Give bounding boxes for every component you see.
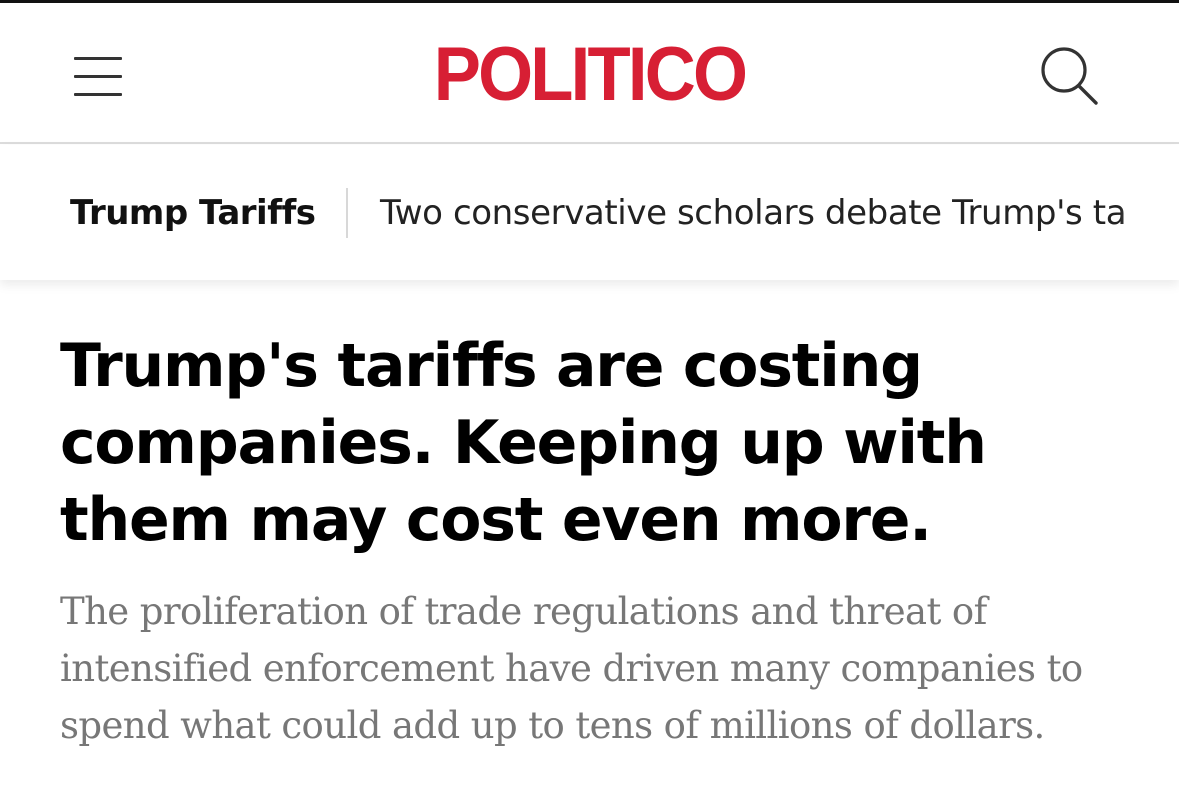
related-story-link[interactable]: Two conservative scholars debate Trump's… — [380, 193, 1127, 233]
site-header: POLITICO — [0, 3, 1179, 144]
search-icon — [1041, 47, 1098, 105]
site-logo[interactable]: POLITICO — [433, 32, 748, 117]
section-link-trump-tariffs[interactable]: Trump Tariffs — [70, 193, 316, 233]
breadcrumb: Trump Tariffs Two conservative scholars … — [0, 145, 1179, 280]
menu-button[interactable] — [60, 43, 136, 103]
search-button[interactable] — [1030, 38, 1106, 114]
breadcrumb-divider — [346, 188, 348, 238]
article-headline: Trump's tariffs are costing companies. K… — [60, 331, 987, 555]
top-border — [0, 0, 1179, 3]
overflow-fade — [1119, 145, 1179, 280]
article-dek: The proliferation of trade regulations a… — [60, 590, 1083, 747]
